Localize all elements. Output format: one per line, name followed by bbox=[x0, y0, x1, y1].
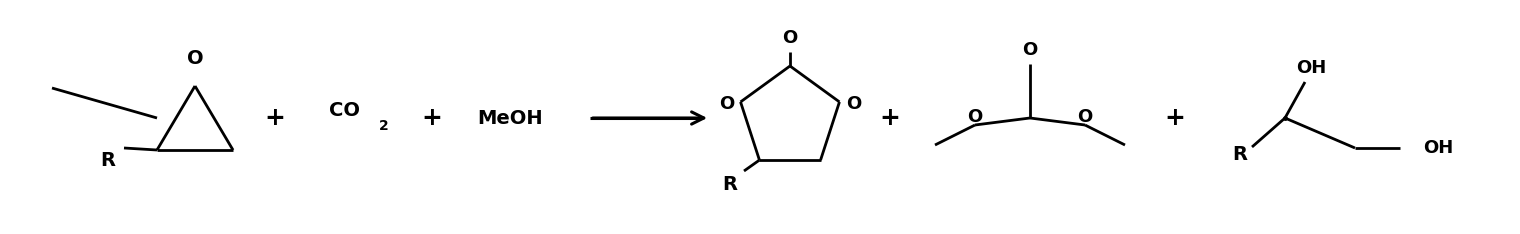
Text: O: O bbox=[719, 95, 734, 113]
Text: +: + bbox=[880, 106, 900, 130]
Text: O: O bbox=[967, 108, 982, 126]
Text: R: R bbox=[100, 150, 116, 169]
Text: +: + bbox=[1164, 106, 1186, 130]
Text: R: R bbox=[1233, 146, 1248, 165]
Text: CO: CO bbox=[330, 100, 360, 120]
Text: MeOH: MeOH bbox=[477, 109, 543, 128]
Text: 2: 2 bbox=[378, 119, 389, 133]
Text: O: O bbox=[845, 95, 860, 113]
Text: OH: OH bbox=[1297, 59, 1325, 77]
Text: O: O bbox=[1078, 108, 1093, 126]
Text: +: + bbox=[264, 106, 286, 130]
Text: R: R bbox=[722, 176, 737, 194]
Text: O: O bbox=[187, 48, 204, 67]
Text: OH: OH bbox=[1423, 139, 1453, 157]
Text: O: O bbox=[783, 29, 798, 47]
Text: +: + bbox=[421, 106, 442, 130]
Text: O: O bbox=[1023, 41, 1038, 59]
